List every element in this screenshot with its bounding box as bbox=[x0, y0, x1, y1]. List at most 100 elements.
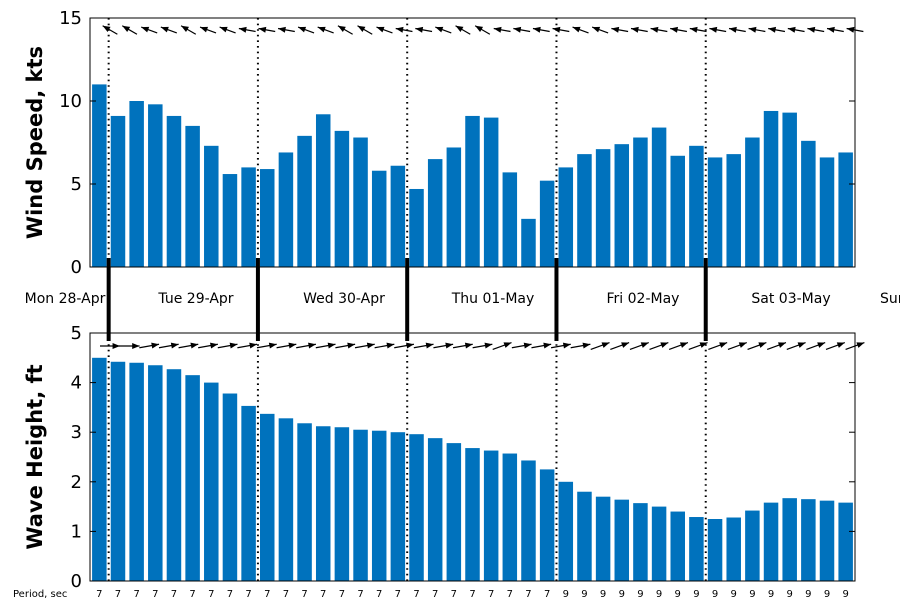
wind-direction-arrow bbox=[572, 26, 589, 34]
wave-direction-arrow bbox=[256, 342, 277, 349]
wind-ytick-label: 15 bbox=[59, 8, 82, 29]
wind-direction-arrow bbox=[102, 25, 118, 35]
wind-direction-arrow bbox=[493, 26, 511, 33]
wave-bar bbox=[689, 517, 704, 581]
wave-bar bbox=[334, 427, 350, 581]
period-value: 7 bbox=[525, 589, 531, 600]
wave-direction-arrow bbox=[217, 342, 238, 349]
wave-bar bbox=[371, 430, 387, 581]
wind-bar bbox=[633, 137, 648, 267]
wind-direction-arrow bbox=[768, 26, 786, 33]
wave-direction-arrow bbox=[492, 342, 512, 350]
wave-direction-arrow bbox=[276, 342, 297, 349]
wave-bar bbox=[502, 453, 518, 581]
wave-bar bbox=[595, 496, 611, 581]
wave-bar bbox=[521, 460, 536, 581]
wave-bar bbox=[353, 429, 368, 581]
wind-bar bbox=[745, 137, 760, 267]
wave-direction-arrow bbox=[198, 342, 218, 349]
period-value: 9 bbox=[563, 589, 569, 600]
wave-bar bbox=[558, 481, 574, 581]
period-value: 7 bbox=[115, 589, 121, 600]
period-value: 9 bbox=[581, 589, 587, 600]
wind-bar bbox=[204, 145, 219, 267]
wave-bar bbox=[763, 502, 779, 581]
period-value: 9 bbox=[656, 589, 662, 600]
wave-bar bbox=[577, 491, 592, 581]
wave-direction-arrow bbox=[315, 342, 336, 349]
wind-bar bbox=[315, 114, 331, 267]
wind-direction-arrow bbox=[415, 26, 433, 33]
wave-bar bbox=[185, 375, 200, 581]
wind-bar bbox=[595, 149, 611, 267]
wind-bar bbox=[446, 147, 462, 267]
wind-ytick-label: 5 bbox=[71, 174, 82, 195]
day-label: Tue 29-Apr bbox=[157, 291, 233, 307]
wave-bar bbox=[614, 499, 630, 581]
wave-bar bbox=[222, 393, 238, 581]
wave-bar bbox=[539, 469, 555, 581]
wave-direction-arrow bbox=[747, 342, 767, 350]
wind-bar bbox=[278, 152, 294, 267]
wind-bar bbox=[838, 152, 853, 267]
wave-direction-arrow bbox=[649, 342, 669, 350]
wind-direction-arrow bbox=[787, 26, 805, 33]
period-value: 7 bbox=[245, 589, 251, 600]
wave-bar bbox=[745, 510, 760, 581]
wind-direction-arrow bbox=[807, 26, 825, 33]
wave-direction-arrow bbox=[806, 342, 826, 350]
wind-bar bbox=[297, 135, 312, 267]
wave-bar bbox=[707, 519, 723, 581]
wind-direction-arrow bbox=[611, 26, 629, 33]
wind-direction-arrow bbox=[258, 26, 276, 33]
wind-bar bbox=[670, 155, 685, 267]
wind-bar bbox=[558, 167, 574, 267]
period-value: 9 bbox=[619, 589, 625, 600]
wind-direction-arrow bbox=[357, 25, 373, 35]
wave-bar bbox=[651, 506, 667, 581]
wave-bar bbox=[166, 369, 182, 581]
wind-direction-arrow bbox=[297, 26, 315, 34]
wave-bar bbox=[801, 499, 816, 581]
period-value: 9 bbox=[637, 589, 643, 600]
wave-direction-arrow bbox=[629, 342, 649, 350]
wind-bar bbox=[819, 157, 835, 267]
wind-bar bbox=[726, 154, 741, 267]
wave-direction-arrow bbox=[374, 342, 395, 349]
period-value: 7 bbox=[544, 589, 550, 600]
wind-bar bbox=[502, 172, 518, 267]
wind-bar bbox=[260, 169, 275, 267]
period-value: 7 bbox=[227, 589, 233, 600]
period-value: 9 bbox=[675, 589, 681, 600]
wave-ytick-label: 4 bbox=[71, 373, 82, 394]
wind-direction-arrow bbox=[160, 26, 178, 34]
period-value: 9 bbox=[805, 589, 811, 600]
wind-bar bbox=[577, 154, 592, 267]
wind-direction-arrow bbox=[455, 25, 471, 35]
period-value: 7 bbox=[469, 589, 475, 600]
wind-bar bbox=[353, 137, 368, 267]
wave-ytick-label: 0 bbox=[71, 571, 82, 592]
wind-direction-arrow bbox=[748, 26, 766, 33]
wind-direction-arrow bbox=[238, 26, 256, 33]
wave-bar bbox=[92, 357, 107, 581]
period-value: 9 bbox=[749, 589, 755, 600]
wave-direction-arrow bbox=[354, 342, 375, 349]
wind-direction-arrow bbox=[591, 26, 609, 34]
wave-ytick-label: 1 bbox=[71, 521, 82, 542]
period-value: 9 bbox=[824, 589, 830, 600]
day-label: Wed 30-Apr bbox=[303, 291, 385, 307]
wave-axes-frame bbox=[89, 332, 856, 582]
wind-direction-arrow bbox=[474, 25, 491, 35]
period-value: 7 bbox=[376, 589, 382, 600]
wind-bar bbox=[707, 157, 723, 267]
wave-direction-arrow bbox=[610, 342, 630, 350]
wind-bar bbox=[465, 115, 480, 267]
wind-speed-panel: 0 5 10 15 Wind Speed, kts bbox=[23, 8, 864, 278]
wind-direction-arrow bbox=[435, 26, 452, 34]
wave-bar bbox=[409, 434, 424, 581]
wave-bar bbox=[633, 503, 648, 581]
wind-bar bbox=[782, 112, 797, 268]
wind-direction-arrow bbox=[395, 26, 413, 33]
wave-bar bbox=[465, 448, 480, 581]
